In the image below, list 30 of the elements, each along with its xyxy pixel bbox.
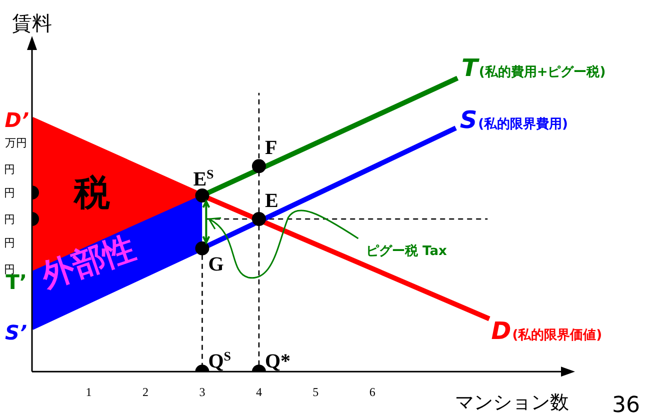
x-tick-label: 1: [86, 384, 92, 399]
annotation: G: [208, 253, 224, 276]
point: [195, 188, 210, 203]
y-axis-title: 賃料: [12, 11, 52, 35]
annotation: Q*: [264, 350, 291, 373]
annotation: 円: [4, 163, 15, 176]
annotation: 円: [4, 186, 15, 200]
text: 36: [612, 393, 640, 414]
annotation: 税: [73, 173, 110, 214]
annotation: 万円: [5, 136, 27, 150]
x-tick-label: 5: [312, 384, 319, 399]
annotation: 円: [4, 213, 15, 226]
series-label: D(私的限界価値): [491, 316, 602, 345]
point: [195, 241, 210, 256]
x-tick-label: 3: [199, 384, 206, 399]
annotation: D’: [4, 108, 30, 132]
annotation: S’: [5, 320, 28, 345]
x-tick-label: 2: [142, 384, 148, 399]
series-label: T(私的費用+ピグー税): [462, 54, 606, 82]
annotation: 外部性: [36, 228, 140, 296]
annotation: 円: [4, 236, 15, 250]
point: [252, 159, 266, 174]
point: [252, 212, 266, 226]
x-tick-label: 4: [256, 384, 262, 399]
annotation: ピグー税 Tax: [366, 243, 448, 259]
series-label: S(私的限界費用): [460, 106, 568, 134]
x-tick-label: 6: [369, 384, 376, 399]
annotation: E: [264, 190, 278, 212]
x-axis-title: マンション数: [455, 391, 569, 414]
annotation: F: [264, 137, 278, 160]
